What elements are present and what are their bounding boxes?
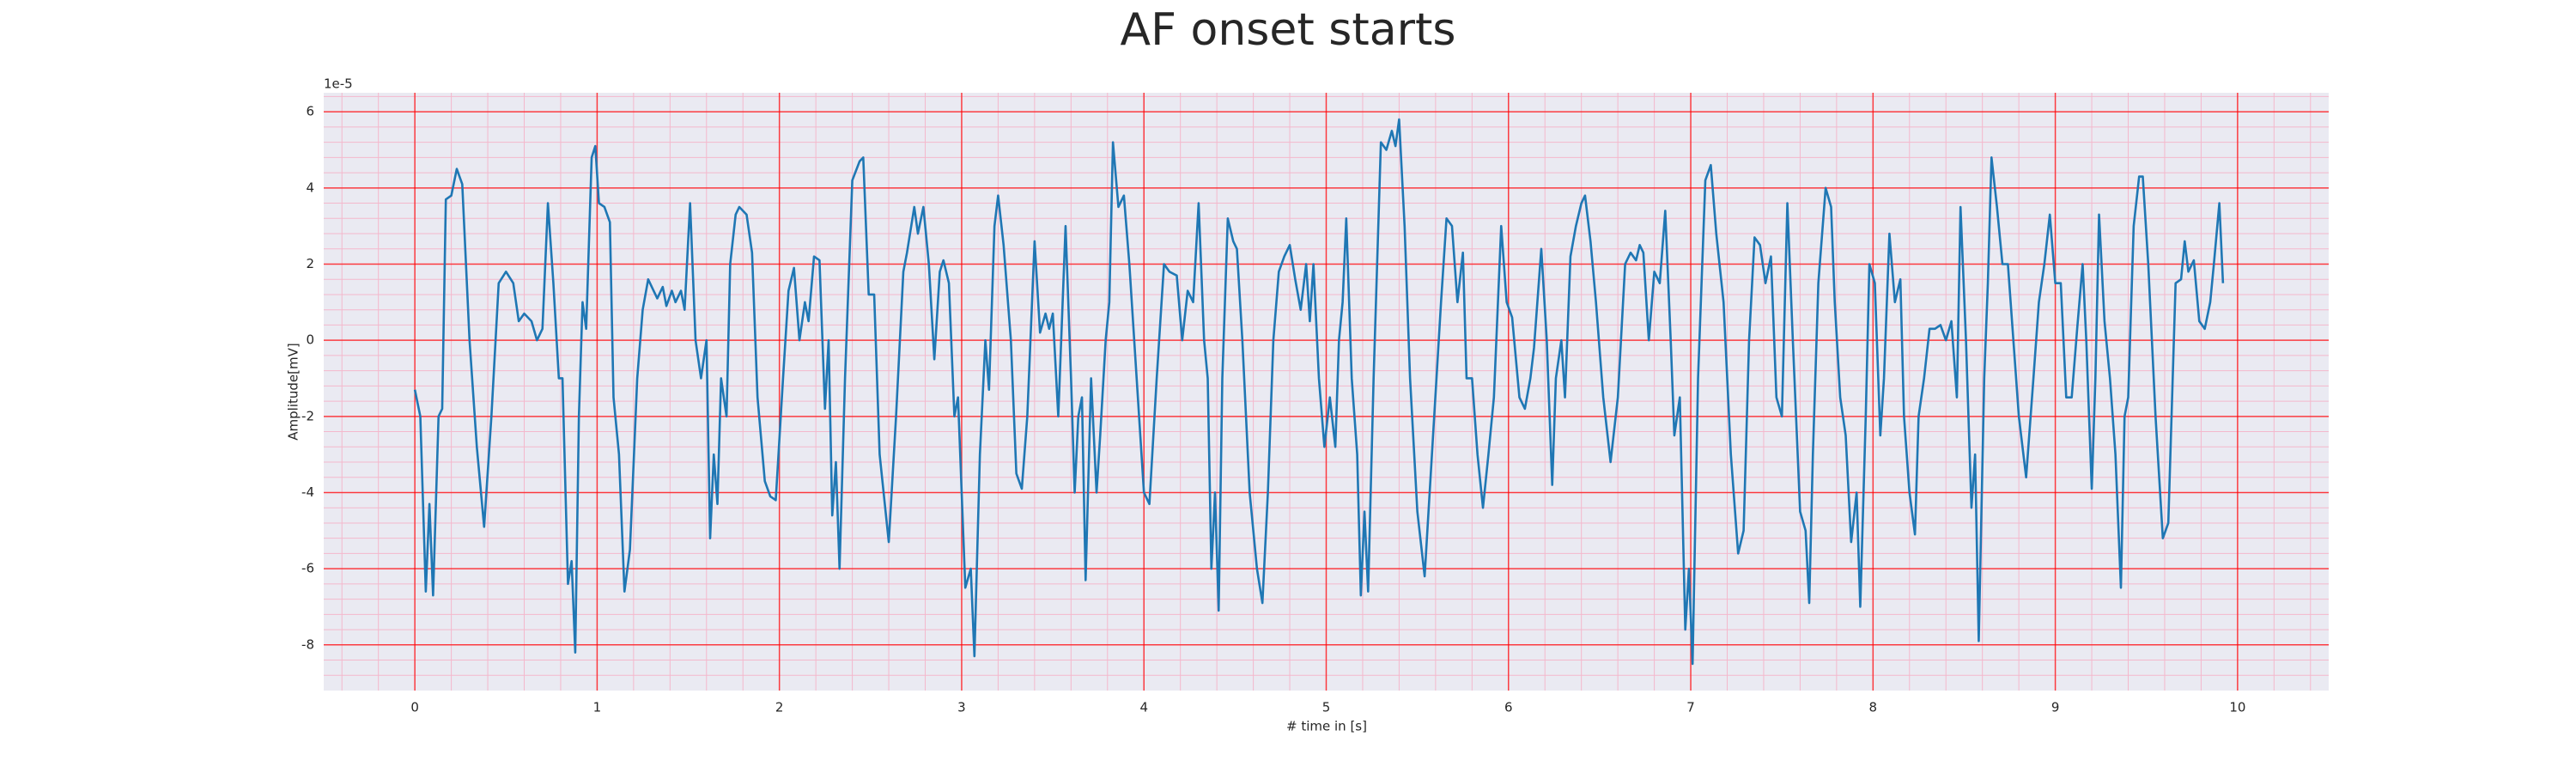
x-tick-label: 7 [1686,700,1695,715]
tick-labels: 0 1 2 3 4 5 6 7 8 9 10 -8 -6 -4 -2 0 2 4 6 [301,104,2245,715]
offset-label: 1e-5 [324,76,353,92]
y-tick-label: 6 [306,104,314,119]
x-tick-label: 8 [1869,700,1878,715]
y-tick-label: -4 [301,484,314,500]
x-tick-label: 6 [1504,700,1513,715]
y-axis-label: Amplitude[mV] [286,343,301,440]
chart-title: AF onset starts [1121,4,1456,56]
marks [413,118,2225,666]
y-tick-label: 4 [306,180,314,195]
x-tick-label: 1 [593,700,602,715]
y-tick-label: -2 [301,408,314,423]
x-tick-label: 9 [2051,700,2060,715]
x-axis-label: # time in [s] [1286,719,1367,734]
y-tick-label: -8 [301,636,314,652]
x-tick-label: 10 [2229,700,2245,715]
x-tick-label: 3 [957,700,966,715]
x-tick-label: 0 [410,700,419,715]
x-tick-label: 5 [1322,700,1331,715]
y-tick-label: -6 [301,561,314,576]
y-tick-label: 2 [306,256,314,271]
x-tick-label: 4 [1139,700,1148,715]
y-tick-label: 0 [306,332,314,348]
x-tick-label: 2 [775,700,784,715]
signal-line [413,118,2225,666]
